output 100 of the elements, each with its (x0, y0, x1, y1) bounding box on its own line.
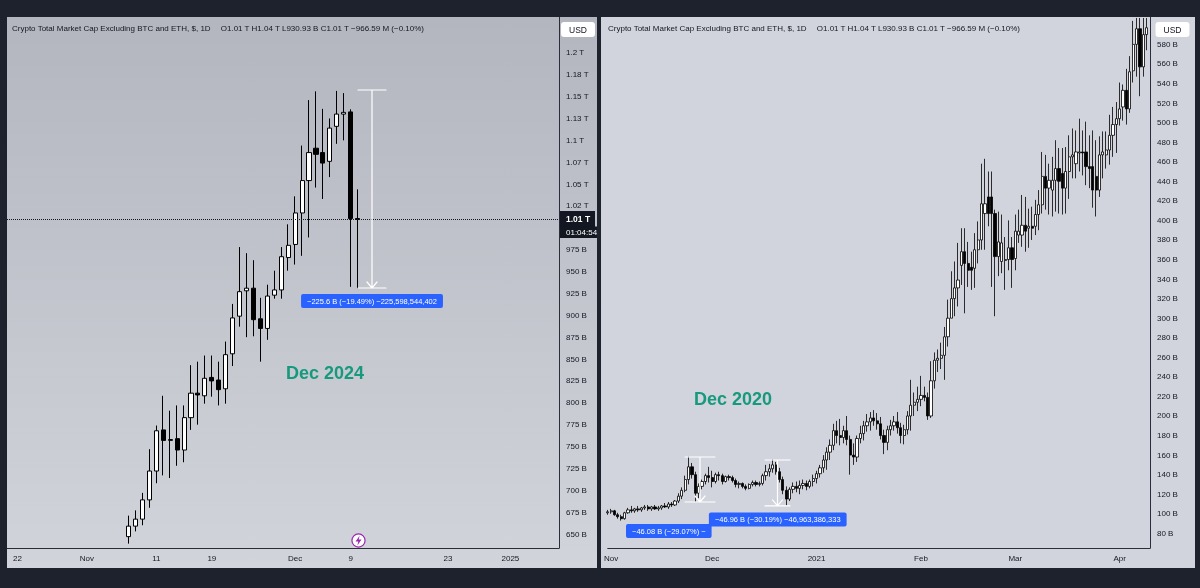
y-tick-label: 675 B (566, 507, 587, 517)
y-tick-label: 800 B (566, 398, 587, 408)
candlestick (244, 252, 249, 338)
y-tick-label: 975 B (566, 245, 587, 255)
candlestick (670, 501, 673, 508)
y-tick-label: 1.13 T (566, 113, 589, 123)
annotation: Dec 2024 (285, 363, 365, 383)
y-tick-label: 340 B (1157, 274, 1178, 284)
y-tick-label: 300 B (1157, 313, 1178, 323)
candlestick (724, 475, 727, 483)
candlestick (133, 509, 138, 532)
text: O1.01 T H1.04 T L930.93 B C1.01 T −966.59 M (−0.10%) (816, 23, 1021, 33)
candlestick (754, 480, 758, 487)
candlestick (963, 227, 966, 314)
y-tick-label: 775 B (566, 420, 587, 430)
y-tick-label: 1.05 T (566, 179, 589, 189)
text: 01:04:54 (566, 227, 598, 237)
y-tick-label: 140 B (1157, 470, 1178, 480)
candlestick (717, 471, 720, 481)
y-tick-label: 360 B (1157, 255, 1178, 265)
candlestick (734, 478, 737, 488)
y-tick-label: 180 B (1157, 431, 1178, 441)
candlestick (872, 409, 875, 427)
candlestick (983, 158, 987, 251)
candlestick (808, 479, 811, 489)
candlestick (751, 480, 754, 487)
candlestick (892, 415, 896, 432)
candlestick (660, 504, 663, 511)
y-axis-title: USD (569, 24, 587, 35)
candlestick (286, 223, 291, 272)
candlestick (341, 92, 346, 141)
candlestick (869, 411, 872, 432)
y-tick-label: 750 B (566, 442, 587, 452)
candlestick (620, 514, 623, 522)
x-tick-label: 2021 (807, 553, 827, 563)
candlestick (909, 379, 912, 432)
text: O1.01 T H1.04 T L930.93 B C1.01 T −966.59 M (−0.10%) (220, 23, 425, 33)
candlestick (748, 483, 751, 490)
candlestick (714, 472, 717, 484)
y-tick-label: 480 B (1157, 137, 1178, 147)
x-tick-label: 2025 (501, 553, 520, 563)
candlestick (801, 479, 805, 490)
y-tick-label: 850 B (566, 354, 587, 364)
y-tick-label: 260 B (1157, 352, 1178, 362)
candlestick (230, 303, 235, 367)
candlestick (348, 108, 353, 288)
x-tick-label: Feb (914, 553, 929, 563)
candlestick (147, 448, 152, 509)
candlestick (707, 466, 710, 483)
candlestick (1084, 121, 1088, 186)
candlestick (327, 117, 332, 178)
y-axis-title: USD (1163, 24, 1182, 35)
y-tick-label: 240 B (1157, 372, 1178, 382)
candlestick (667, 501, 670, 510)
y-tick-label: 320 B (1157, 294, 1178, 304)
candlestick (175, 404, 180, 467)
candlestick (161, 395, 166, 476)
candlestick (154, 425, 159, 484)
y-tick-label: 220 B (1157, 391, 1178, 401)
y-tick-label: 925 B (566, 288, 587, 298)
y-tick-label: 1.1 T (566, 135, 585, 145)
candlestick (798, 480, 801, 495)
candlestick (727, 474, 731, 481)
x-tick-label: Dec (288, 553, 303, 563)
candlestick (279, 246, 284, 300)
candlestick (630, 505, 633, 514)
candlestick (1024, 196, 1027, 253)
candlestick (653, 504, 657, 511)
candlestick (737, 481, 741, 489)
candlestick (764, 464, 768, 481)
y-tick-label: 280 B (1157, 333, 1178, 343)
x-tick-label: Dec (705, 553, 720, 563)
y-tick-label: 1.2 T (566, 48, 585, 58)
candlestick (647, 504, 650, 512)
y-tick-label: 825 B (566, 376, 587, 386)
candlestick (812, 474, 815, 487)
candlestick (1061, 147, 1064, 215)
y-tick-label: 200 B (1157, 411, 1178, 421)
y-tick-label: 120 B (1157, 489, 1178, 499)
x-tick-label: 23 (443, 553, 453, 563)
ref-line-label: 1.01 T (566, 214, 591, 225)
annotation: Dec 2020 (693, 389, 773, 409)
candlestick (788, 486, 791, 502)
candlestick (650, 505, 653, 512)
y-tick-label: 80 B (1157, 528, 1174, 538)
x-tick-label: Nov (604, 553, 619, 563)
y-tick-label: 650 B (566, 529, 587, 539)
y-tick-label: 950 B (566, 267, 587, 277)
candlestick (355, 188, 360, 289)
candlestick (721, 473, 724, 485)
candlestick (711, 470, 714, 488)
candlestick (251, 259, 256, 337)
candlestick (258, 297, 263, 363)
x-tick-label: Mar (1008, 553, 1023, 563)
candlestick (1044, 154, 1047, 211)
candlestick (216, 361, 221, 406)
candlestick (613, 509, 616, 517)
candlestick (237, 246, 242, 328)
y-tick-label: 540 B (1157, 79, 1178, 88)
candlestick (606, 509, 609, 516)
